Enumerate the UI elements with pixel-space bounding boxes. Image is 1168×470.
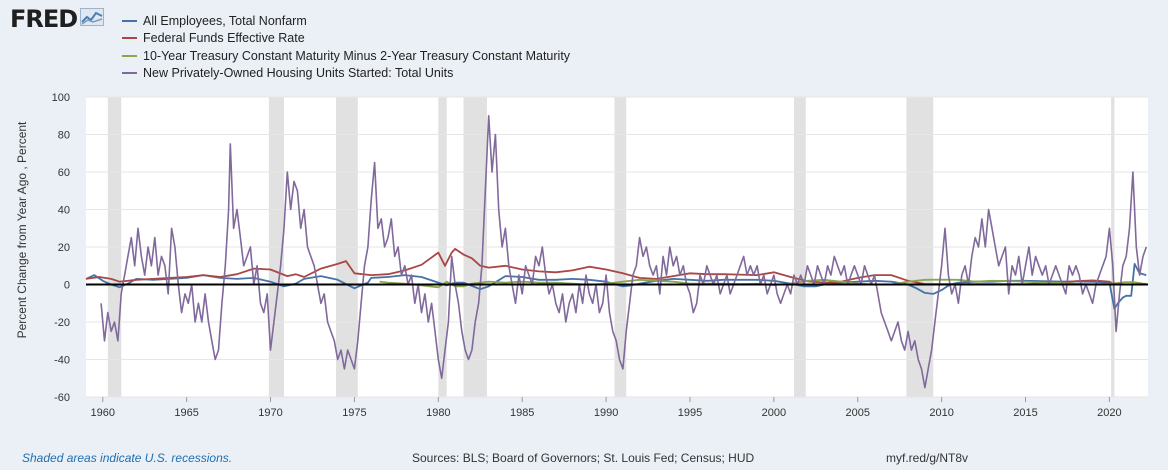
y-tick-label: -40 [54,355,70,367]
x-tick-label: 1970 [258,407,282,419]
short-link[interactable]: myf.red/g/NT8v [886,451,969,465]
legend-label-spread: 10-Year Treasury Constant Maturity Minus… [143,48,571,63]
chart-legend: All Employees, Total Nonfarm Federal Fun… [122,12,570,82]
fred-logo[interactable]: FRED [10,4,105,34]
recession-note: Shaded areas indicate U.S. recessions. [22,451,233,465]
x-tick-label: 2020 [1097,407,1121,419]
x-tick-label: 1965 [174,407,198,419]
logo-chart-icon [80,7,105,31]
x-tick-label: 1995 [678,407,702,419]
x-tick-label: 1980 [426,407,450,419]
legend-label-housing: New Privately-Owned Housing Units Starte… [143,66,454,81]
x-tick-label: 2000 [762,407,786,419]
legend-item-spread[interactable]: 10-Year Treasury Constant Maturity Minus… [122,47,570,65]
x-tick-label: 2010 [929,407,953,419]
x-tick-label: 1975 [342,407,366,419]
legend-item-fedfunds[interactable]: Federal Funds Effective Rate [122,30,570,48]
grid-lines [86,96,1148,398]
y-tick-label: 0 [64,280,70,292]
legend-label-fedfunds: Federal Funds Effective Rate [143,31,305,46]
x-tick-labels: 1960 1965 1970 1975 1980 1985 1990 1995 2000 2005… [91,397,1122,419]
y-tick-label: -20 [54,317,70,329]
y-tick-labels: 100 80 60 40 20 0 -20 -40 -60 [52,92,70,404]
legend-label-payrolls: All Employees, Total Nonfarm [143,13,307,28]
y-tick-label: 20 [58,242,70,254]
y-tick-label: -60 [54,392,70,404]
y-tick-label: 100 [52,92,70,104]
x-tick-label: 1960 [91,407,115,419]
legend-swatch-payrolls [122,19,137,22]
x-tick-label: 2005 [846,407,870,419]
series-line-fedfunds[interactable] [85,247,1147,286]
legend-item-payrolls[interactable]: All Employees, Total Nonfarm [122,12,570,30]
x-tick-label: 2015 [1013,407,1037,419]
x-tick-label: 1985 [510,407,534,419]
legend-item-housing[interactable]: New Privately-Owned Housing Units Starte… [122,65,570,83]
y-tick-label: 40 [58,205,70,217]
sources-text: Sources: BLS; Board of Governors; St. Lo… [412,451,755,465]
legend-swatch-fedfunds [122,37,137,40]
legend-swatch-housing [122,72,137,75]
logo-text: FRED [10,5,78,33]
legend-swatch-spread [122,54,137,57]
x-tick-label: 1990 [594,407,618,419]
y-tick-label: 60 [58,167,70,179]
y-tick-label: 80 [58,130,70,142]
series-line-housing[interactable] [100,115,1148,389]
